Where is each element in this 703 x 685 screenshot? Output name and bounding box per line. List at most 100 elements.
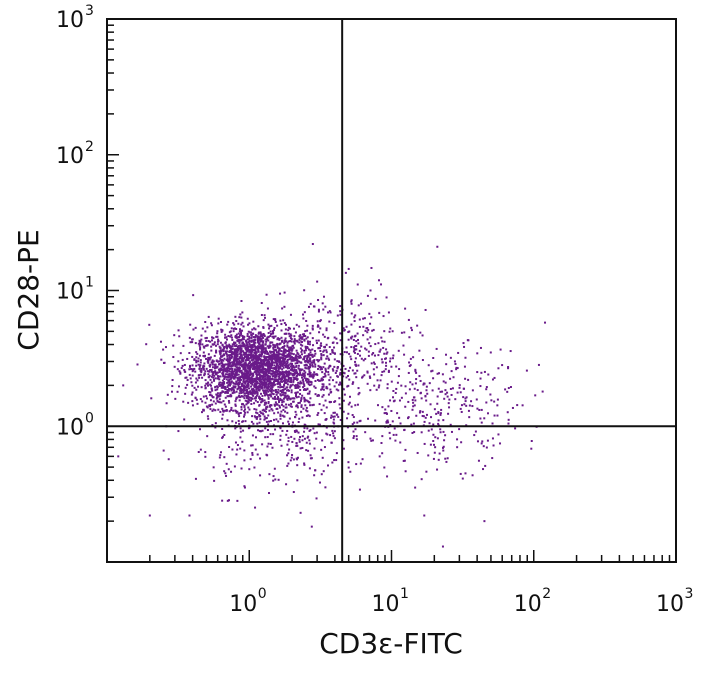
data-point — [298, 360, 301, 363]
data-point — [348, 395, 351, 398]
data-point — [291, 366, 294, 369]
data-point — [235, 453, 238, 456]
data-point — [366, 331, 369, 334]
data-point — [253, 367, 256, 370]
data-point — [234, 368, 237, 371]
data-point — [323, 335, 326, 338]
data-point — [298, 369, 301, 372]
data-point — [253, 380, 256, 383]
data-point — [304, 371, 307, 374]
data-point — [207, 384, 210, 387]
data-point — [454, 362, 457, 365]
data-point — [268, 372, 271, 375]
data-point — [291, 369, 294, 372]
data-point — [117, 455, 120, 458]
data-point — [468, 404, 471, 407]
data-point — [254, 448, 257, 451]
data-point — [195, 388, 198, 391]
data-point — [263, 409, 266, 412]
data-point — [342, 410, 345, 413]
data-point — [188, 352, 191, 355]
data-point — [313, 385, 316, 388]
data-point — [220, 360, 223, 363]
data-point — [261, 334, 264, 337]
data-point — [323, 446, 326, 449]
data-point — [265, 417, 268, 420]
data-point — [206, 382, 209, 385]
data-point — [329, 416, 332, 419]
data-point — [438, 452, 441, 455]
data-point — [364, 329, 367, 332]
data-point — [254, 353, 257, 356]
data-point — [211, 361, 214, 364]
data-point — [209, 408, 212, 411]
data-point — [299, 336, 302, 339]
data-point — [404, 448, 407, 451]
data-point — [250, 392, 253, 395]
data-point — [263, 386, 266, 389]
data-point — [419, 410, 422, 413]
data-point — [194, 326, 197, 329]
data-point — [369, 345, 372, 348]
data-point — [233, 358, 236, 361]
data-point — [311, 404, 314, 407]
data-point — [221, 407, 224, 410]
data-point — [211, 366, 214, 369]
data-point — [230, 395, 233, 398]
data-point — [356, 338, 359, 341]
data-point — [256, 391, 259, 394]
data-point — [285, 375, 288, 378]
data-point — [347, 374, 350, 377]
data-point — [227, 320, 230, 323]
data-point — [264, 359, 267, 362]
data-point — [296, 458, 299, 461]
data-point — [408, 361, 411, 364]
data-point — [273, 344, 276, 347]
data-point — [261, 443, 264, 446]
data-point — [491, 457, 494, 460]
data-point — [264, 390, 267, 393]
data-point — [371, 439, 374, 442]
data-point — [255, 376, 258, 379]
data-point — [220, 361, 223, 364]
data-point — [239, 352, 242, 355]
data-point — [313, 354, 316, 357]
data-point — [410, 329, 413, 332]
data-point — [325, 329, 328, 332]
data-point — [249, 373, 252, 376]
data-point — [314, 363, 317, 366]
data-point — [307, 348, 310, 351]
data-point — [274, 388, 277, 391]
data-point — [278, 357, 281, 360]
data-point — [481, 440, 484, 443]
data-point — [356, 369, 359, 372]
data-point — [274, 359, 277, 362]
data-point — [225, 378, 228, 381]
data-point — [369, 437, 372, 440]
data-point — [233, 374, 236, 377]
data-point — [366, 371, 369, 374]
data-point — [316, 414, 319, 417]
data-point — [265, 406, 268, 409]
data-point — [439, 431, 442, 434]
data-point — [228, 401, 231, 404]
data-point — [179, 352, 182, 355]
data-point — [309, 364, 312, 367]
data-point — [221, 379, 224, 382]
data-point — [290, 402, 293, 405]
data-point — [286, 349, 289, 352]
data-point — [242, 429, 245, 432]
data-point — [217, 338, 220, 341]
data-point — [259, 359, 262, 362]
data-point — [307, 359, 310, 362]
data-point — [236, 388, 239, 391]
data-point — [274, 320, 277, 323]
data-point — [258, 403, 261, 406]
data-point — [261, 347, 264, 350]
data-point — [249, 353, 252, 356]
data-point — [273, 372, 276, 375]
data-point — [242, 378, 245, 381]
data-point — [322, 333, 325, 336]
data-point — [306, 427, 309, 430]
data-point — [260, 351, 263, 354]
